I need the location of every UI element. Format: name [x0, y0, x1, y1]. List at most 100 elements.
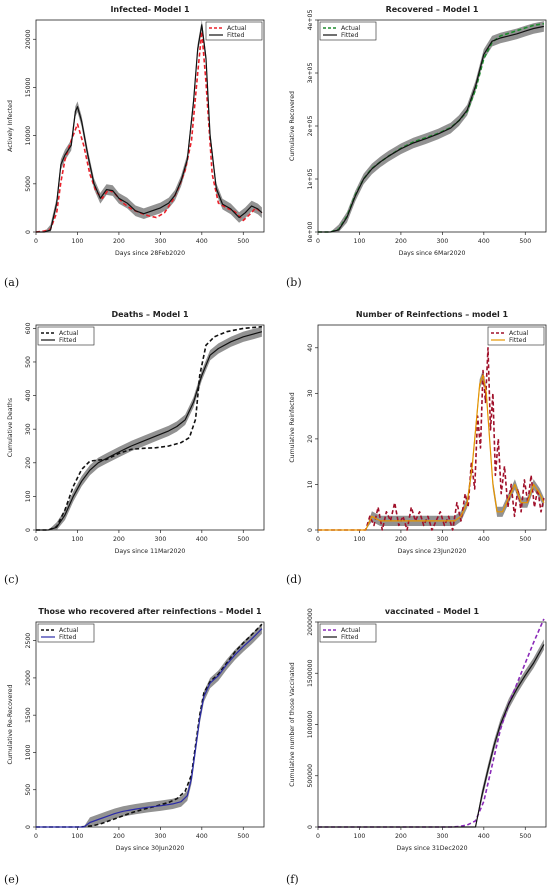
- x-tick-label: 300: [154, 833, 166, 840]
- x-tick-label: 500: [519, 536, 531, 543]
- confidence-band: [318, 370, 544, 530]
- y-tick-label: 400: [25, 390, 32, 402]
- x-axis-label: Days since 23Jun2020: [398, 548, 467, 555]
- legend-label: Fitted: [59, 337, 76, 344]
- series-line-fitted: [318, 374, 545, 531]
- x-tick-label: 100: [72, 833, 84, 840]
- x-axis-label: Days since 11Mar2020: [115, 548, 186, 555]
- x-tick-label: 100: [354, 833, 366, 840]
- x-tick-label: 500: [519, 833, 531, 840]
- chart-panel-2: Recovered – Model 1 0 100 200 300 400 500 0e+00…: [286, 5, 547, 289]
- y-tick-label: 5000: [25, 176, 32, 192]
- y-tick-label: 3e+05: [307, 63, 314, 84]
- series-line-actual: [318, 618, 545, 828]
- y-tick-label: 2500: [25, 633, 32, 649]
- y-tick-label: 1500: [25, 707, 32, 723]
- x-tick-label: 300: [436, 536, 448, 543]
- y-axis-label: Cumulative Deaths: [7, 398, 14, 457]
- x-tick-label: 300: [154, 238, 166, 245]
- y-tick-label: 10: [307, 480, 314, 488]
- x-tick-label: 0: [316, 536, 320, 543]
- legend-label: Fitted: [59, 634, 76, 641]
- y-tick-label: 0e+00: [307, 222, 314, 243]
- chart-title: Number of Reinfections – model 1: [356, 310, 509, 319]
- x-tick-label: 200: [395, 238, 407, 245]
- panel-label: (a): [4, 276, 19, 289]
- y-tick-label: 4e+05: [307, 10, 314, 31]
- legend-label: Actual: [509, 330, 529, 337]
- x-tick-label: 200: [113, 238, 125, 245]
- series-line-fitted: [36, 24, 263, 233]
- y-tick-label: 200: [25, 457, 32, 469]
- y-tick-label: 0: [307, 825, 314, 829]
- plot-frame: [35, 324, 265, 531]
- chart-panel-1: Infected- Model 10 100 200 300 400 5000500010…: [4, 5, 265, 289]
- chart-panel-3: Deaths – Model 1 0 100 200 300 400 500 0 100 200 3…: [4, 310, 265, 586]
- y-axis-label: Cumulative Recovered: [289, 91, 296, 161]
- confidence-band: [318, 639, 544, 827]
- y-tick-label: 500: [25, 784, 32, 796]
- x-tick-label: 400: [196, 833, 208, 840]
- y-tick-label: 1500000: [307, 659, 314, 687]
- series-line-actual: [36, 325, 262, 531]
- y-tick-label: 1000: [25, 745, 32, 761]
- y-tick-label: 1000000: [307, 711, 314, 739]
- x-axis-label: Days since 30Jun2020: [116, 845, 185, 852]
- y-axis-label: Cumulative number of those Vaccinated: [289, 662, 296, 786]
- confidence-band: [36, 20, 262, 232]
- x-tick-label: 200: [395, 536, 407, 543]
- chart-title: vaccinated – Model 1: [385, 607, 480, 616]
- x-tick-label: 500: [237, 238, 249, 245]
- y-tick-label: 2e+05: [307, 116, 314, 137]
- x-tick-label: 200: [113, 536, 125, 543]
- y-axis-label: Cumulative Reinfected: [289, 392, 296, 462]
- y-tick-label: 10000: [25, 126, 32, 146]
- y-tick-label: 300: [25, 423, 32, 435]
- chart-title: Infected- Model 1: [110, 5, 190, 14]
- y-tick-label: 0: [25, 230, 32, 234]
- panel-label: (f): [286, 873, 299, 886]
- y-tick-label: 40: [307, 344, 314, 352]
- legend-label: Actual: [341, 627, 361, 634]
- chart-panel-5: Those who recovered after reinfections –…: [4, 607, 265, 886]
- x-tick-label: 500: [237, 536, 249, 543]
- y-tick-label: 30: [307, 389, 314, 397]
- series-line-fitted: [318, 25, 545, 233]
- x-axis-label: Days since 31Dec2020: [396, 845, 467, 852]
- y-tick-label: 20000: [25, 29, 32, 49]
- x-tick-label: 200: [395, 833, 407, 840]
- legend-label: Fitted: [509, 337, 526, 344]
- chart-title: Those who recovered after reinfections –…: [38, 607, 262, 616]
- x-tick-label: 0: [34, 833, 38, 840]
- series-line-fitted: [36, 331, 263, 531]
- y-tick-label: 1e+05: [307, 169, 314, 190]
- x-tick-label: 100: [354, 536, 366, 543]
- series-line-fitted: [318, 644, 545, 828]
- legend-label: Actual: [59, 330, 79, 337]
- y-tick-label: 2000: [25, 670, 32, 686]
- y-tick-label: 15000: [25, 78, 32, 98]
- x-tick-label: 0: [316, 238, 320, 245]
- y-axis-label: Cumulative Re-Recovered: [7, 684, 14, 764]
- x-tick-label: 500: [237, 833, 249, 840]
- legend-label: Fitted: [341, 634, 358, 641]
- series-line-actual: [36, 623, 263, 828]
- x-tick-label: 300: [436, 833, 448, 840]
- chart-panel-4: Number of Reinfections – model 1 0 100 200 3…: [286, 310, 547, 586]
- plot-frame: [35, 621, 265, 828]
- plot-frame: [317, 621, 547, 828]
- plot-frame: [35, 19, 265, 233]
- x-tick-label: 400: [196, 536, 208, 543]
- panel-label: (c): [4, 573, 19, 586]
- x-tick-label: 0: [34, 238, 38, 245]
- panel-label: (e): [4, 873, 19, 886]
- y-tick-label: 500: [25, 356, 32, 368]
- x-tick-label: 100: [72, 238, 84, 245]
- x-tick-label: 400: [478, 238, 490, 245]
- plot-frame: [317, 324, 547, 531]
